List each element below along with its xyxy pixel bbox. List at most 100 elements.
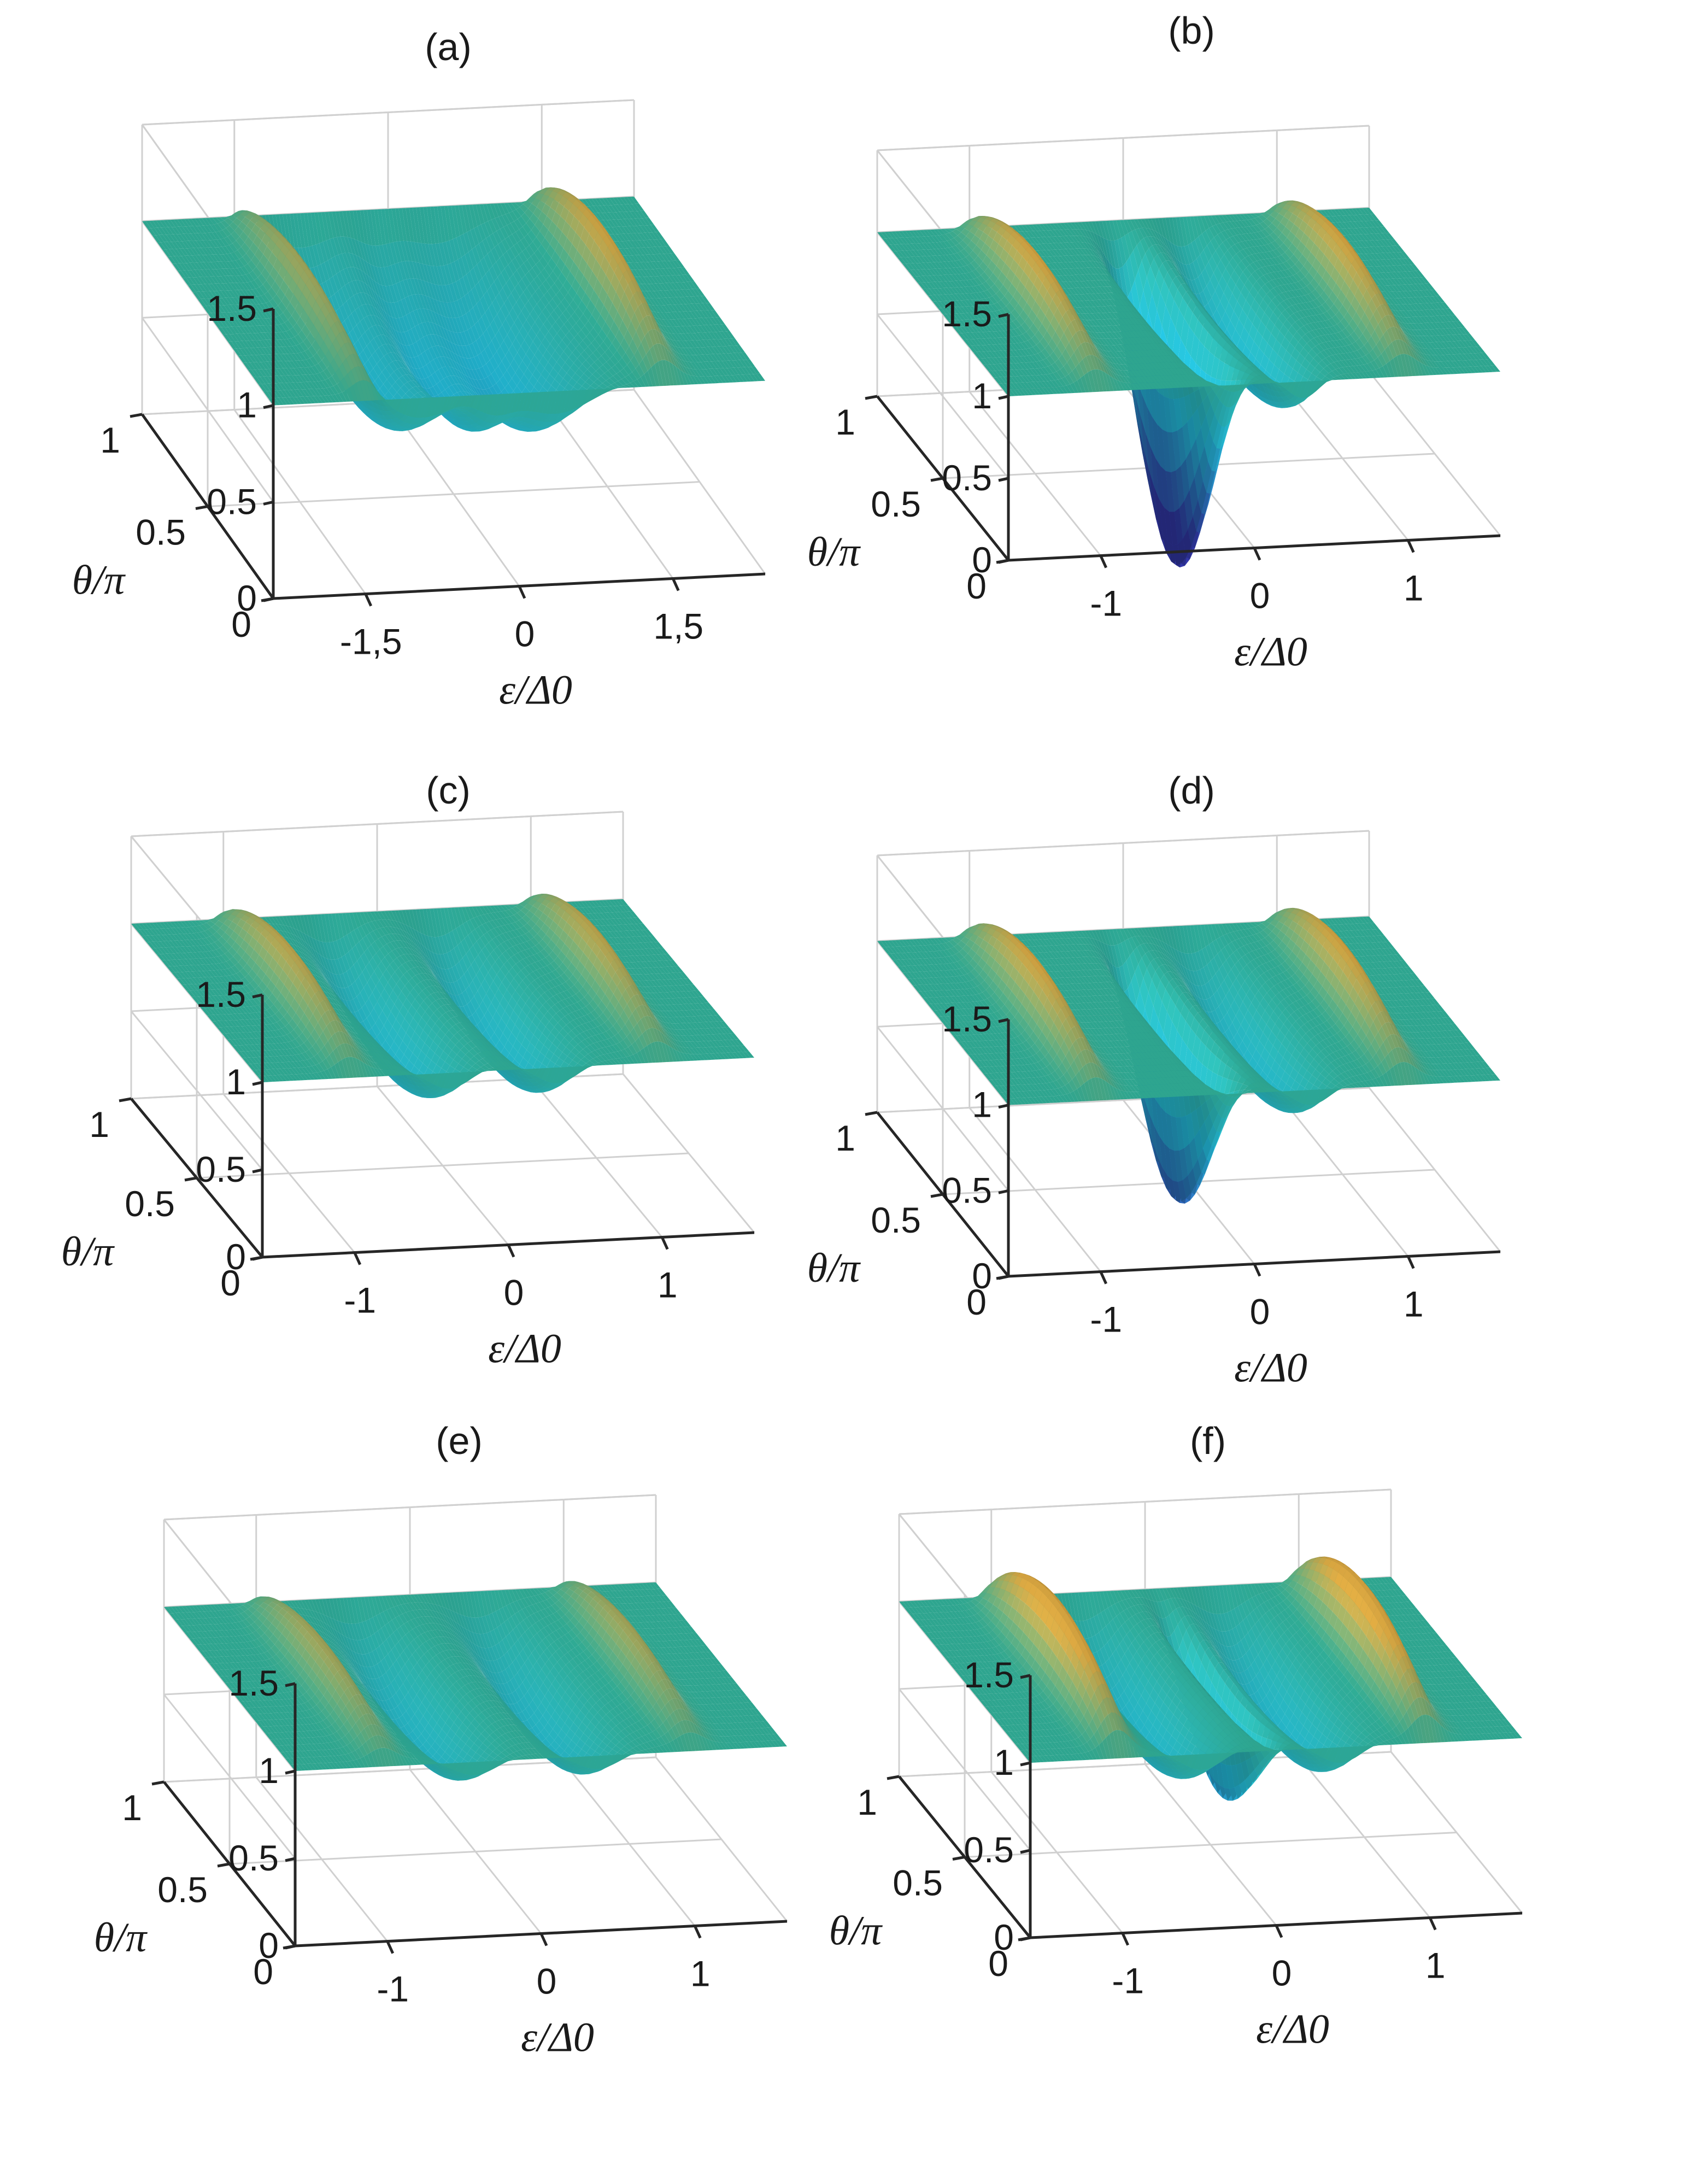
surface-patch	[305, 247, 314, 268]
surface-patch	[212, 232, 221, 240]
surface-patch	[216, 217, 225, 222]
surface-patch	[609, 197, 618, 205]
surface-patch	[202, 218, 210, 226]
surface-patch	[163, 220, 172, 227]
surface-patch	[239, 231, 248, 243]
surface-patch	[625, 204, 634, 212]
surface-patch	[337, 236, 345, 254]
surface-patch	[286, 214, 295, 248]
surface-patch	[505, 236, 514, 249]
surface-patch	[210, 224, 219, 232]
surface-patch	[456, 279, 465, 298]
surface-patch	[340, 269, 349, 285]
surface-patch	[516, 207, 525, 216]
surface-patch	[477, 261, 486, 278]
surface-patch	[603, 220, 612, 227]
surface-patch	[243, 226, 252, 237]
surface-patch	[215, 231, 224, 239]
surface-patch	[614, 219, 623, 227]
surface-patch	[312, 244, 321, 266]
surface-patch	[349, 210, 358, 241]
surface-patch	[507, 202, 516, 212]
surface-patch	[483, 204, 492, 221]
surface-patch	[217, 222, 226, 230]
surface-patch	[169, 234, 179, 242]
surface-patch	[279, 214, 288, 247]
y-tick	[130, 413, 143, 418]
surface-patch	[407, 278, 415, 295]
x-tick-label: 0	[515, 614, 535, 654]
surface-patch	[448, 206, 456, 239]
surface-patch	[370, 263, 379, 284]
surface-patch	[472, 246, 481, 265]
surface-patch	[394, 301, 403, 318]
surface-patch	[361, 242, 370, 264]
surface-patch	[389, 242, 398, 264]
surface-patch	[456, 236, 465, 257]
surface-patch	[518, 216, 526, 227]
surface-patch	[362, 281, 371, 297]
surface-patch	[421, 243, 430, 266]
surface-patch	[224, 218, 233, 226]
surface-patch	[540, 194, 549, 204]
surface-patch	[514, 219, 523, 230]
surface-patch	[586, 206, 595, 214]
surface-patch	[374, 209, 383, 246]
surface-patch	[348, 281, 357, 296]
surface-patch	[332, 212, 341, 237]
surface-patch	[355, 280, 365, 293]
surface-patch	[381, 209, 390, 244]
surface-patch	[511, 202, 520, 210]
surface-patch	[240, 212, 249, 217]
surface-patch	[617, 219, 626, 227]
surface-patch	[192, 241, 201, 248]
surface-patch	[165, 227, 173, 234]
surface-patch	[154, 227, 163, 235]
surface-patch	[512, 232, 521, 243]
surface-patch	[180, 248, 189, 256]
surface-patch	[213, 239, 222, 248]
surface-patch	[503, 225, 512, 237]
surface-patch	[333, 237, 342, 255]
surface-patch	[523, 223, 531, 234]
surface-patch	[493, 231, 502, 244]
surface-patch	[438, 285, 447, 303]
surface-patch	[198, 233, 207, 241]
surface-patch	[523, 201, 532, 209]
surface-patch	[196, 241, 205, 248]
surface-patch	[204, 247, 213, 255]
surface-patch	[293, 213, 302, 248]
surface-patch	[173, 249, 181, 256]
surface-patch	[606, 197, 615, 206]
surface-patch	[356, 255, 365, 273]
surface-patch	[377, 294, 385, 312]
surface-patch	[205, 218, 214, 225]
surface-patch	[302, 247, 310, 269]
surface-patch	[508, 234, 518, 246]
surface-patch	[171, 242, 180, 249]
surface-patch	[613, 197, 622, 205]
surface-patch	[389, 285, 398, 303]
surface-patch	[418, 242, 426, 265]
surface-patch	[360, 210, 369, 245]
surface-patch	[473, 264, 482, 283]
y-tick-label: 0.5	[136, 512, 186, 553]
surface-patch	[397, 300, 407, 317]
surface-patch	[602, 213, 611, 220]
surface-patch	[476, 204, 485, 225]
surface-patch	[145, 221, 155, 228]
surface-patch	[547, 187, 556, 191]
y-axis-label: θ/π	[72, 558, 126, 603]
surface-patch	[215, 247, 224, 255]
surface-patch	[174, 241, 184, 249]
surface-patch	[526, 197, 536, 204]
surface-patch	[371, 278, 380, 298]
y-tick-label: 0	[231, 604, 251, 644]
surface-patch	[219, 230, 228, 238]
surface-patch	[219, 217, 228, 221]
surface-patch	[177, 219, 186, 227]
surface-patch	[641, 210, 649, 218]
surface-patch	[199, 240, 208, 248]
surface-patch	[474, 226, 483, 244]
surface-patch	[410, 278, 419, 295]
